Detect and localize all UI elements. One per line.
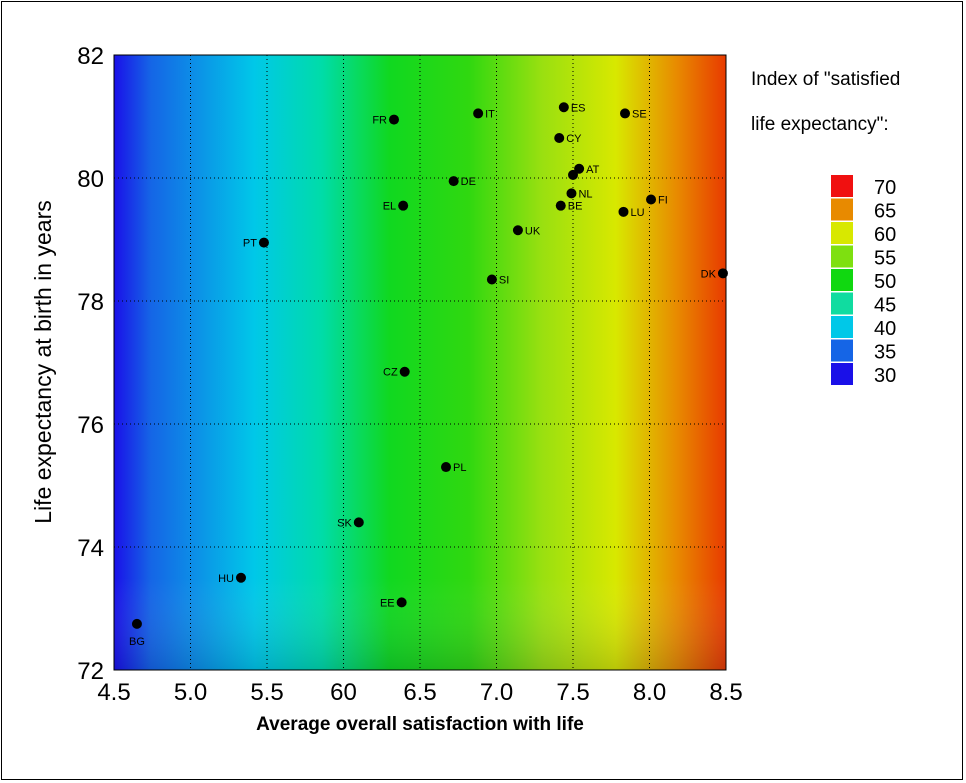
legend-swatch-65	[831, 198, 853, 221]
data-label-uk: UK	[525, 225, 541, 237]
x-tick-label: 8.0	[633, 679, 666, 706]
data-point-ee	[396, 597, 407, 608]
data-point-fi	[646, 194, 657, 205]
y-tick-label: 80	[77, 166, 104, 193]
legend: Index of "satisfied life expectancy": 70…	[751, 69, 900, 387]
legend-label-60: 60	[874, 224, 896, 246]
data-point-it	[473, 108, 484, 119]
legend-label-50: 50	[874, 271, 896, 293]
data-point-uk	[512, 225, 523, 236]
data-label-pl: PL	[453, 462, 466, 474]
data-point-cy	[554, 133, 565, 144]
x-tick-label: 5.5	[250, 679, 283, 706]
legend-title-line-1: Index of "satisfied	[751, 69, 900, 90]
legend-swatch-45	[831, 292, 853, 315]
data-point-se	[620, 108, 631, 119]
data-point-nl	[566, 188, 577, 199]
data-label-si: SI	[499, 274, 509, 286]
x-axis-ticks: 4.5 5.0 5.5 60 6.5 7.0 7.5 8.0 8.5	[97, 679, 742, 706]
data-label-sk: SK	[337, 517, 352, 529]
legend-label-40: 40	[874, 318, 896, 340]
legend-swatch-60	[831, 222, 853, 244]
y-axis-label: Life expectancy at birth in years	[30, 200, 56, 523]
y-tick-label: 74	[77, 535, 104, 562]
legend-swatch-70	[831, 175, 853, 197]
x-tick-label: 60	[330, 679, 357, 706]
x-tick-label: 5.0	[174, 679, 207, 706]
data-point-pl	[441, 462, 452, 473]
y-tick-label: 72	[77, 658, 104, 685]
x-tick-label: 4.5	[97, 679, 130, 706]
data-label-dk: DK	[701, 268, 717, 280]
data-label-ee: EE	[380, 597, 395, 609]
x-tick-label: 7.5	[556, 679, 589, 706]
data-label-lu: LU	[630, 207, 644, 219]
legend-swatch-30	[831, 363, 853, 385]
data-point-lu	[618, 206, 629, 217]
legend-label-30: 30	[874, 365, 896, 387]
data-label-bg: BG	[129, 636, 145, 648]
data-label-es: ES	[571, 102, 586, 114]
data-point-be	[555, 200, 566, 211]
data-point-el	[398, 200, 409, 211]
data-label-fi: FI	[658, 195, 668, 207]
legend-label-55: 55	[874, 248, 896, 270]
x-axis-label: Average overall satisfaction with life	[256, 714, 584, 735]
data-point-pt	[258, 237, 269, 248]
data-point-dk	[717, 268, 728, 279]
data-point-at	[574, 163, 585, 174]
legend-swatch-55	[831, 245, 853, 268]
legend-label-45: 45	[874, 295, 896, 317]
data-label-fr: FR	[372, 115, 387, 127]
legend-swatch-40	[831, 316, 853, 338]
data-label-se: SE	[632, 108, 647, 120]
x-tick-label: 7.0	[480, 679, 513, 706]
data-label-de: DE	[461, 176, 476, 188]
data-label-hu: HU	[218, 573, 234, 585]
data-points: BG HU PT SK FR EE EL CZ PL DE IT SI UK CY BE ES NL AT LU SE…	[129, 102, 728, 648]
data-point-hu	[235, 572, 246, 583]
y-tick-label: 82	[77, 43, 104, 70]
data-label-pt: PT	[243, 238, 257, 250]
data-point-fr	[388, 114, 399, 125]
legend-title-line-2: life expectancy":	[751, 114, 889, 135]
data-point-de	[448, 176, 459, 187]
data-label-nl: NL	[578, 188, 592, 200]
data-label-it: IT	[485, 108, 495, 120]
data-point-bg	[131, 618, 142, 629]
legend-label-65: 65	[874, 201, 896, 223]
grid-lines	[114, 55, 726, 670]
y-tick-label: 76	[77, 412, 104, 439]
x-tick-label: 8.5	[709, 679, 742, 706]
legend-swatch-50	[831, 269, 853, 291]
legend-swatch-35	[831, 339, 853, 362]
data-label-be: BE	[568, 201, 583, 213]
y-axis-ticks: 72 74 76 78 80 82	[77, 43, 104, 685]
legend-label-35: 35	[874, 342, 896, 364]
data-label-cz: CZ	[383, 367, 398, 379]
data-point-ie	[568, 169, 578, 180]
data-label-el: EL	[383, 201, 396, 213]
legend-label-70: 70	[874, 177, 896, 199]
data-label-cy: CY	[566, 133, 582, 145]
data-point-es	[558, 102, 569, 113]
data-point-si	[486, 274, 497, 285]
data-label-at: AT	[586, 164, 600, 176]
data-point-sk	[353, 517, 364, 528]
data-point-cz	[399, 366, 410, 377]
plot-area-border	[113, 54, 727, 671]
x-tick-label: 6.5	[403, 679, 436, 706]
y-tick-label: 78	[77, 289, 104, 316]
